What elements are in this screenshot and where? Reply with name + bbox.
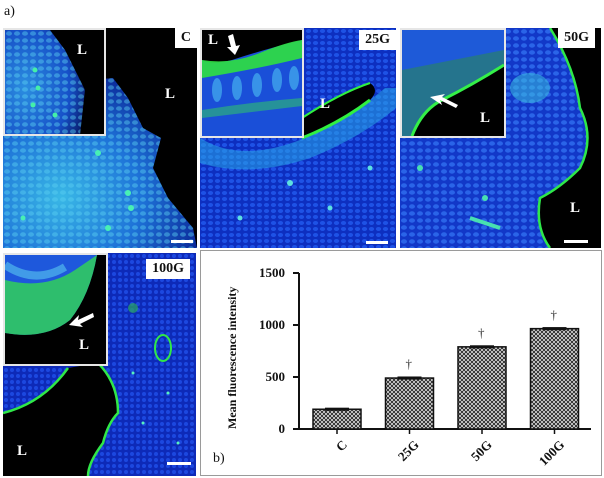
error-bar <box>470 345 494 349</box>
lumen-label: L <box>17 443 28 459</box>
inset-50g: L <box>400 28 506 138</box>
bar-c <box>312 408 362 430</box>
panel-a-label: a) <box>4 4 15 19</box>
y-tick-label: 0 <box>278 421 286 436</box>
scale-bar <box>171 240 193 243</box>
scale-bar <box>564 240 588 243</box>
group-tag: 25G <box>359 30 396 50</box>
panel-b-label: b) <box>213 451 225 466</box>
error-bar <box>542 327 567 331</box>
scale-bar <box>167 462 191 465</box>
y-tick-label: 1500 <box>259 265 285 280</box>
micrograph-25g: L 25G L <box>200 28 396 248</box>
lumen-label: L <box>208 32 219 48</box>
lumen-label: L <box>570 200 581 216</box>
lumen-label: L <box>79 337 90 353</box>
bar-100g <box>529 327 580 430</box>
group-tag: 100G <box>146 259 190 279</box>
bar-25g <box>384 377 435 430</box>
significance-marker: † <box>405 356 413 372</box>
inset-control: L <box>3 28 106 136</box>
group-tag: 50G <box>558 28 595 48</box>
lumen-label: L <box>77 42 88 58</box>
micrograph-50g: L 50G L <box>400 28 601 248</box>
bar-50g <box>457 346 507 430</box>
lumen-label: L <box>480 110 491 126</box>
lumen-label: L <box>165 86 176 102</box>
micrograph-100g: L 100G L <box>3 253 196 476</box>
error-bar <box>397 376 422 380</box>
bar-chart-panel: Mean fluorescence intensity 1500 1000 50… <box>200 250 602 476</box>
inset-100g: L <box>3 253 108 366</box>
group-tag: C <box>174 28 197 48</box>
y-tick-label: 1000 <box>259 317 285 332</box>
significance-marker: † <box>550 307 558 323</box>
bar-chart <box>293 272 591 434</box>
micrograph-control: L C L <box>3 28 197 248</box>
scale-bar <box>366 241 388 244</box>
y-tick-label: 500 <box>265 369 286 384</box>
inset-25g: L <box>200 28 304 138</box>
error-bar <box>325 407 349 411</box>
lumen-label: L <box>320 96 331 112</box>
significance-marker: † <box>478 325 485 341</box>
